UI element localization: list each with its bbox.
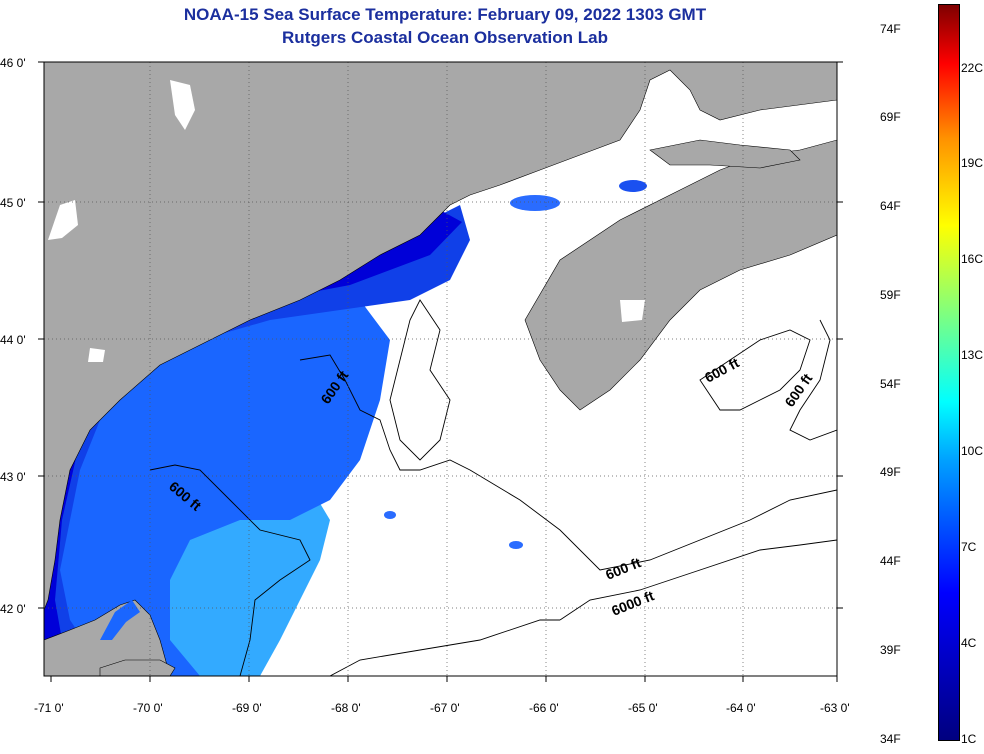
contour-600-gulf — [299, 354, 837, 571]
lon-label-67: -67 0' — [430, 701, 460, 715]
colorbar-c-22: 22C — [961, 61, 984, 75]
lon-label-68: -68 0' — [331, 701, 361, 715]
colorbar-c-13: 13C — [961, 348, 984, 362]
colorbar-c-19: 19C — [961, 156, 984, 170]
contour-600-ne — [789, 319, 837, 441]
sst-patch-3 — [509, 541, 523, 549]
lon-label-63: -63 0' — [820, 701, 850, 715]
land-islands — [99, 659, 176, 676]
sst-patch-1 — [510, 195, 560, 211]
colorbar-f-69: 69F — [880, 110, 901, 124]
lon-label-71: -71 0' — [34, 701, 64, 715]
lat-label-42: 42 0' — [0, 602, 26, 616]
depth-contours — [149, 299, 837, 676]
land-pei — [649, 139, 801, 169]
colorbar — [938, 4, 960, 741]
colorbar-f-54: 54F — [880, 377, 901, 391]
colorbar-f-44: 44F — [880, 554, 901, 568]
colorbar-f-74: 74F — [880, 22, 901, 36]
sst-patch-2 — [619, 180, 647, 192]
contour-600-west — [149, 464, 311, 676]
title-line-2: Rutgers Coastal Ocean Observation Lab — [282, 28, 608, 47]
contour-6000 — [559, 539, 837, 621]
lat-label-45: 45 0' — [0, 196, 26, 210]
contour-6000-b — [329, 619, 560, 676]
contour-inner — [389, 299, 451, 461]
lat-label-43: 43 0' — [0, 470, 26, 484]
lon-label-64: -64 0' — [726, 701, 756, 715]
colorbar-f-59: 59F — [880, 288, 901, 302]
lon-label-69: -69 0' — [232, 701, 262, 715]
land-mainland — [44, 62, 837, 611]
lake-4 — [620, 300, 645, 322]
land-cape-cod-hook — [100, 600, 140, 640]
contour-600-east — [699, 329, 811, 411]
colorbar-f-39: 39F — [880, 643, 901, 657]
land-nova-scotia — [524, 139, 837, 411]
colorbar-c-16: 16C — [961, 252, 984, 266]
lake-3 — [88, 348, 105, 362]
plot-frame — [43, 61, 838, 677]
colorbar-f-64: 64F — [880, 199, 901, 213]
colorbar-c-10: 10C — [961, 444, 984, 458]
sst-mid-blue-region — [44, 300, 390, 676]
lat-label-44: 44 0' — [0, 333, 26, 347]
colorbar-c-7: 7C — [961, 540, 977, 554]
colorbar-c-4: 4C — [961, 636, 977, 650]
lon-label-65: -65 0' — [628, 701, 658, 715]
colorbar-c-1: 1C — [961, 732, 977, 746]
lat-label-46: 46 0' — [0, 56, 26, 70]
grid-lines — [44, 62, 837, 676]
lake-2 — [48, 200, 78, 240]
lake-1 — [170, 80, 195, 130]
lon-label-66: -66 0' — [529, 701, 559, 715]
title-line-1: NOAA-15 Sea Surface Temperature: Februar… — [183, 5, 707, 24]
lon-label-70: -70 0' — [133, 701, 163, 715]
colorbar-f-34: 34F — [880, 732, 901, 746]
axis-ticks — [38, 61, 843, 682]
colorbar-f-49: 49F — [880, 465, 901, 479]
sst-patch-4 — [384, 511, 396, 519]
